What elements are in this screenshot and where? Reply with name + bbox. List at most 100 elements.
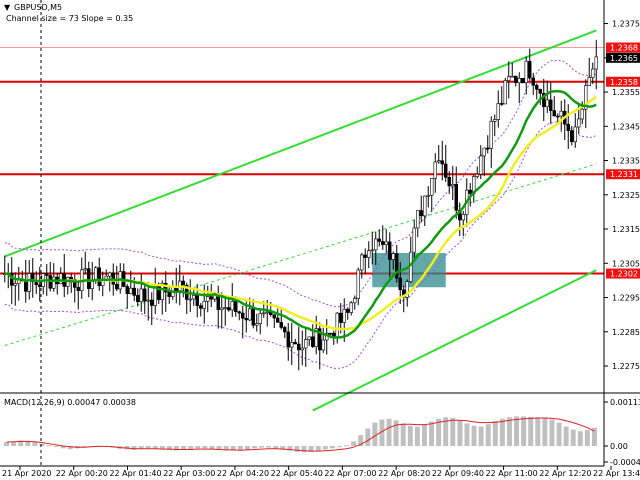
ma-green-line bbox=[4, 89, 597, 339]
macd-hist-bar bbox=[32, 442, 38, 447]
candle bbox=[423, 195, 427, 227]
macd-hist-bar bbox=[251, 446, 257, 449]
candle bbox=[486, 135, 490, 154]
candle bbox=[419, 195, 423, 223]
candle-body bbox=[570, 130, 574, 143]
time-axis-ticks: 21 Apr 2020 22 Apr 00:20 22 Apr 01:40 22 Ap… bbox=[2, 466, 640, 478]
candle-body bbox=[220, 307, 224, 310]
candle-body bbox=[342, 308, 346, 323]
candle-body bbox=[146, 299, 150, 302]
level-badge: 1.2358 bbox=[610, 78, 638, 87]
price-tick-label: 1.2335 bbox=[612, 157, 640, 166]
macd-hist-bar bbox=[202, 446, 208, 449]
candle bbox=[353, 295, 357, 310]
candle-body bbox=[290, 342, 294, 348]
candle-body bbox=[549, 99, 553, 111]
level-badge-bg bbox=[606, 76, 640, 87]
macd-hist-bar bbox=[166, 446, 172, 450]
macd-hist-bar bbox=[457, 420, 463, 447]
macd-hist-bar bbox=[443, 417, 449, 447]
candle-body bbox=[265, 311, 269, 314]
level-badge: 1.2331 bbox=[610, 170, 638, 179]
candle bbox=[496, 90, 500, 128]
time-tick-label: 22 Apr 00:20 bbox=[56, 469, 108, 478]
candle-body bbox=[139, 288, 143, 303]
candle-body bbox=[377, 238, 381, 242]
candle-body bbox=[391, 253, 395, 260]
candle bbox=[73, 274, 77, 303]
candle-body bbox=[234, 301, 238, 313]
candle bbox=[440, 140, 444, 181]
macd-hist-bar bbox=[138, 446, 144, 450]
macd-hist-bar bbox=[159, 446, 165, 450]
candle bbox=[538, 88, 542, 105]
candle-body bbox=[517, 77, 521, 84]
candle-body bbox=[482, 147, 486, 157]
collapse-arrow-icon[interactable]: ▼ bbox=[4, 3, 11, 12]
macd-hist-bar bbox=[195, 446, 201, 449]
candle bbox=[31, 258, 35, 298]
macd-hist-bar bbox=[577, 431, 583, 447]
candle-body bbox=[321, 339, 325, 351]
candle-body bbox=[52, 276, 56, 289]
candle bbox=[384, 229, 388, 254]
candle-body bbox=[489, 120, 493, 149]
candle-body bbox=[311, 336, 315, 347]
candle bbox=[244, 301, 248, 333]
candle-body bbox=[237, 311, 241, 314]
candle bbox=[146, 281, 150, 321]
time-tick-label: 22 Apr 09:40 bbox=[432, 469, 484, 478]
candle bbox=[587, 57, 591, 87]
candle-body bbox=[108, 272, 112, 277]
candle bbox=[507, 61, 511, 99]
candle bbox=[255, 313, 259, 332]
candle-body bbox=[367, 250, 371, 258]
candle-body bbox=[524, 60, 528, 84]
candle-body bbox=[451, 184, 455, 187]
candle-body bbox=[125, 286, 129, 294]
candle-body bbox=[430, 178, 434, 196]
candle bbox=[570, 125, 574, 146]
macd-hist-bar bbox=[67, 446, 73, 450]
price-tick-label: 1.2345 bbox=[612, 122, 640, 131]
candle-body bbox=[17, 279, 21, 284]
candle bbox=[164, 271, 168, 312]
candle-body bbox=[577, 118, 581, 128]
candle bbox=[535, 83, 539, 100]
macd-hist-bar bbox=[471, 425, 477, 447]
candle bbox=[521, 77, 525, 84]
candle bbox=[279, 309, 283, 330]
candle bbox=[500, 86, 504, 106]
channel-line bbox=[4, 163, 597, 346]
candle bbox=[318, 322, 322, 370]
envelope-band bbox=[4, 121, 597, 369]
candle bbox=[412, 219, 416, 258]
macd-hist-bar bbox=[478, 426, 484, 447]
moving-averages bbox=[4, 89, 597, 339]
macd-hist-bar bbox=[344, 445, 350, 447]
candle-body bbox=[500, 103, 504, 105]
macd-hist-bar bbox=[152, 446, 158, 449]
candle-body bbox=[276, 317, 280, 323]
candle-body bbox=[192, 294, 196, 300]
candle-body bbox=[195, 294, 199, 306]
candle bbox=[52, 263, 56, 292]
candle bbox=[542, 78, 546, 121]
candle-body bbox=[440, 160, 444, 165]
macd-hist-bar bbox=[365, 428, 371, 447]
candle-body bbox=[199, 305, 203, 309]
candle-body bbox=[538, 88, 542, 94]
macd-hist-bar bbox=[216, 446, 222, 450]
candle-body bbox=[251, 308, 255, 326]
macd-hist-bar bbox=[450, 417, 456, 447]
candle-body bbox=[416, 210, 420, 229]
candle-body bbox=[83, 268, 87, 271]
candle bbox=[360, 252, 364, 279]
candle-body bbox=[374, 238, 378, 251]
candle bbox=[227, 298, 231, 312]
candle-body bbox=[318, 328, 322, 351]
candle bbox=[370, 231, 374, 265]
candle-body bbox=[384, 241, 388, 245]
candle-body bbox=[454, 184, 458, 211]
